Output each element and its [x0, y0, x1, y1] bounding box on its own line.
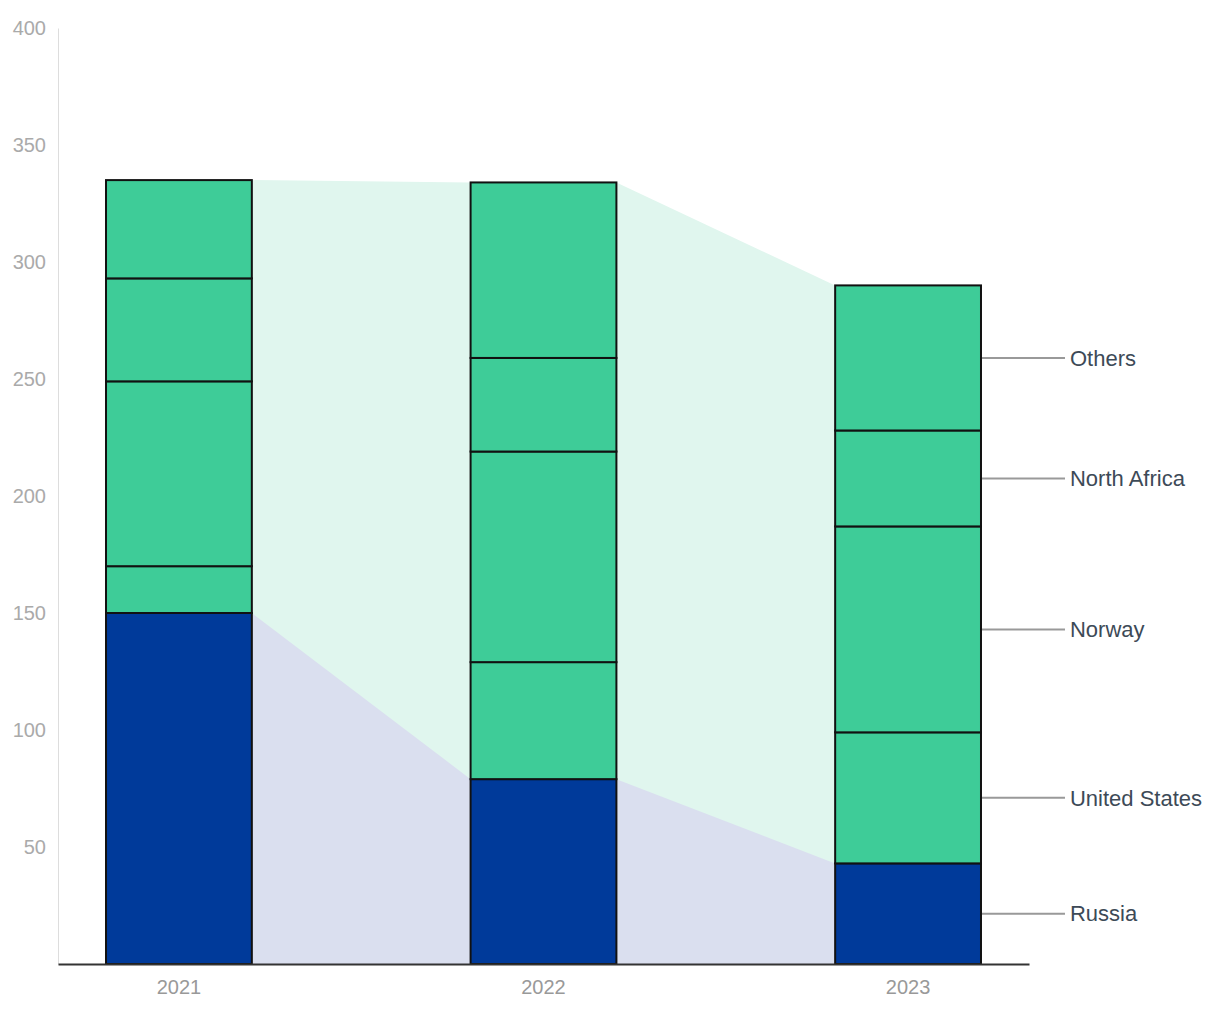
y-tick: 50: [24, 836, 58, 858]
y-axis-line: [58, 29, 59, 965]
y-tick: 250: [13, 368, 58, 390]
total-connector: [616, 182, 835, 964]
y-axis: 50 100 150 200 250 300 350 400: [13, 17, 59, 965]
y-tick-label: 150: [13, 602, 46, 624]
series-label: Norway: [1070, 617, 1145, 642]
y-tick-label: 200: [13, 485, 46, 507]
y-tick-label: 250: [13, 368, 46, 390]
chart: 50 100 150 200 250 300 350 400 2021 2022 2023 Russi…: [0, 0, 1220, 1020]
series-labels: Russia United States Norway North Africa Oth…: [982, 346, 1202, 927]
plot-area: [106, 180, 981, 964]
y-tick: 400: [13, 17, 58, 39]
series-label: North Africa: [1070, 466, 1186, 491]
y-tick-label: 350: [13, 134, 46, 156]
x-axis-line: [59, 964, 1030, 966]
series-label: Others: [1070, 346, 1136, 371]
bar-segment: [471, 182, 617, 358]
x-tick-label: 2023: [886, 976, 931, 998]
bar-segment: [835, 285, 981, 430]
y-tick: 100: [13, 719, 58, 741]
x-tick: 2023: [886, 964, 931, 998]
bar-segment: [835, 863, 981, 964]
label-leader: [982, 797, 1065, 799]
bar-segment: [106, 613, 252, 964]
y-tick-label: 100: [13, 719, 46, 741]
y-tick-label: 50: [24, 836, 46, 858]
y-tick: 350: [13, 134, 58, 156]
russia-connector: [616, 779, 835, 964]
label-leader: [982, 477, 1065, 479]
label-leader: [982, 913, 1065, 915]
bar-segment: [471, 452, 617, 663]
x-axis: 2021 2022 2023: [59, 964, 1030, 998]
bar-segment: [106, 278, 252, 381]
bar-segment: [106, 180, 252, 278]
bar-segment: [471, 779, 617, 964]
total-connector: [252, 180, 471, 964]
bar-segment: [835, 732, 981, 863]
bar-segment: [471, 662, 617, 779]
bar-segment: [835, 526, 981, 732]
x-tick: 2022: [521, 964, 566, 998]
y-tick: 150: [13, 602, 58, 624]
bar-segment: [471, 358, 617, 452]
y-tick-label: 400: [13, 17, 46, 39]
y-tick: 200: [13, 485, 58, 507]
russia-connector: [252, 613, 471, 964]
series-label: Russia: [1070, 901, 1138, 926]
bar-segment: [106, 381, 252, 566]
label-leader: [982, 628, 1065, 630]
bar-segment: [106, 566, 252, 613]
x-tick: 2021: [157, 964, 202, 998]
x-tick-label: 2021: [157, 976, 202, 998]
label-leader: [982, 357, 1065, 359]
x-tick-label: 2022: [521, 976, 566, 998]
series-label: United States: [1070, 786, 1202, 811]
bar-segment: [835, 430, 981, 526]
y-tick-label: 300: [13, 251, 46, 273]
y-tick: 300: [13, 251, 58, 273]
